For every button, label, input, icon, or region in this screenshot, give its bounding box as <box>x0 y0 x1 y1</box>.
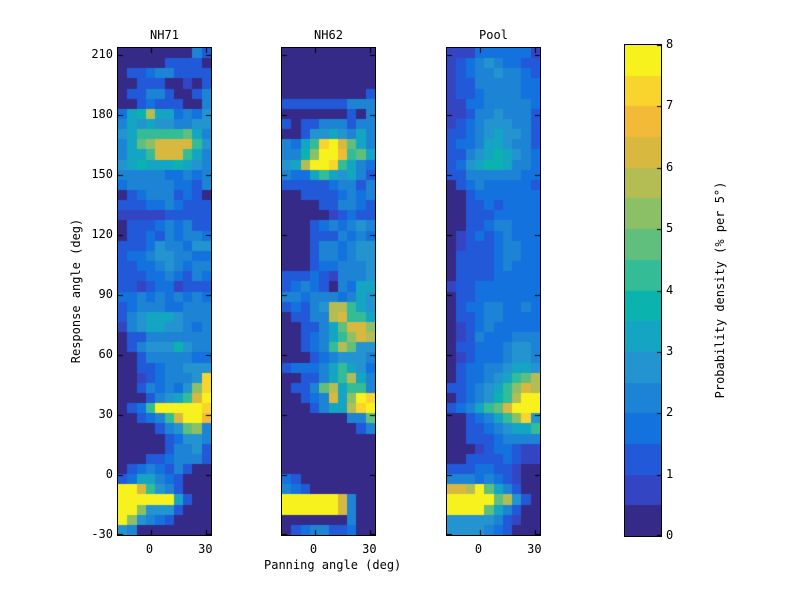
x-tick-label: 30 <box>198 542 213 556</box>
colorbar-tick-label: 8 <box>666 37 674 51</box>
colorbar <box>624 44 662 537</box>
heatmap-nh71 <box>118 48 211 535</box>
heatmap-nh62 <box>282 48 375 535</box>
colorbar-gradient <box>625 45 661 536</box>
panel-title-pool: Pool <box>479 28 508 42</box>
y-tick-label: 120 <box>91 227 113 241</box>
x-tick-label: 30 <box>362 542 377 556</box>
y-tick-label: 30 <box>98 407 113 421</box>
panel-title-nh71: NH71 <box>150 28 179 42</box>
y-tick-label: -30 <box>91 527 113 541</box>
x-tick-label: 0 <box>309 542 318 556</box>
colorbar-tick-label: 1 <box>666 466 674 481</box>
x-axis-label: Panning angle (deg) <box>264 558 402 572</box>
heatmap-pool <box>447 48 540 535</box>
colorbar-tick-label: 6 <box>666 159 674 174</box>
colorbar-label: Probability density (% per 5°) <box>713 181 727 399</box>
x-tick-label: 30 <box>527 542 542 556</box>
heatmap-panel-nh71 <box>117 47 212 536</box>
y-tick-label: 210 <box>91 47 113 61</box>
panel-title-nh62: NH62 <box>314 28 343 42</box>
colorbar-tick-label: 5 <box>666 221 674 236</box>
x-tick-label: 0 <box>145 542 154 556</box>
y-tick-label: 60 <box>98 347 113 361</box>
colorbar-tick-label: 2 <box>666 405 674 420</box>
colorbar-tick-label: 0 <box>666 528 674 542</box>
y-tick-label: 180 <box>91 107 113 121</box>
y-tick-label: 0 <box>105 467 113 481</box>
y-tick-label: 150 <box>91 167 113 181</box>
y-axis-label: Response angle (deg) <box>69 218 83 364</box>
heatmap-panel-nh62 <box>281 47 376 536</box>
x-tick-label: 0 <box>474 542 483 556</box>
y-tick-label: 90 <box>98 287 113 301</box>
colorbar-tick-label: 7 <box>666 98 674 113</box>
heatmap-panel-pool <box>446 47 541 536</box>
colorbar-tick-label: 3 <box>666 343 674 358</box>
colorbar-tick-label: 4 <box>666 282 674 297</box>
